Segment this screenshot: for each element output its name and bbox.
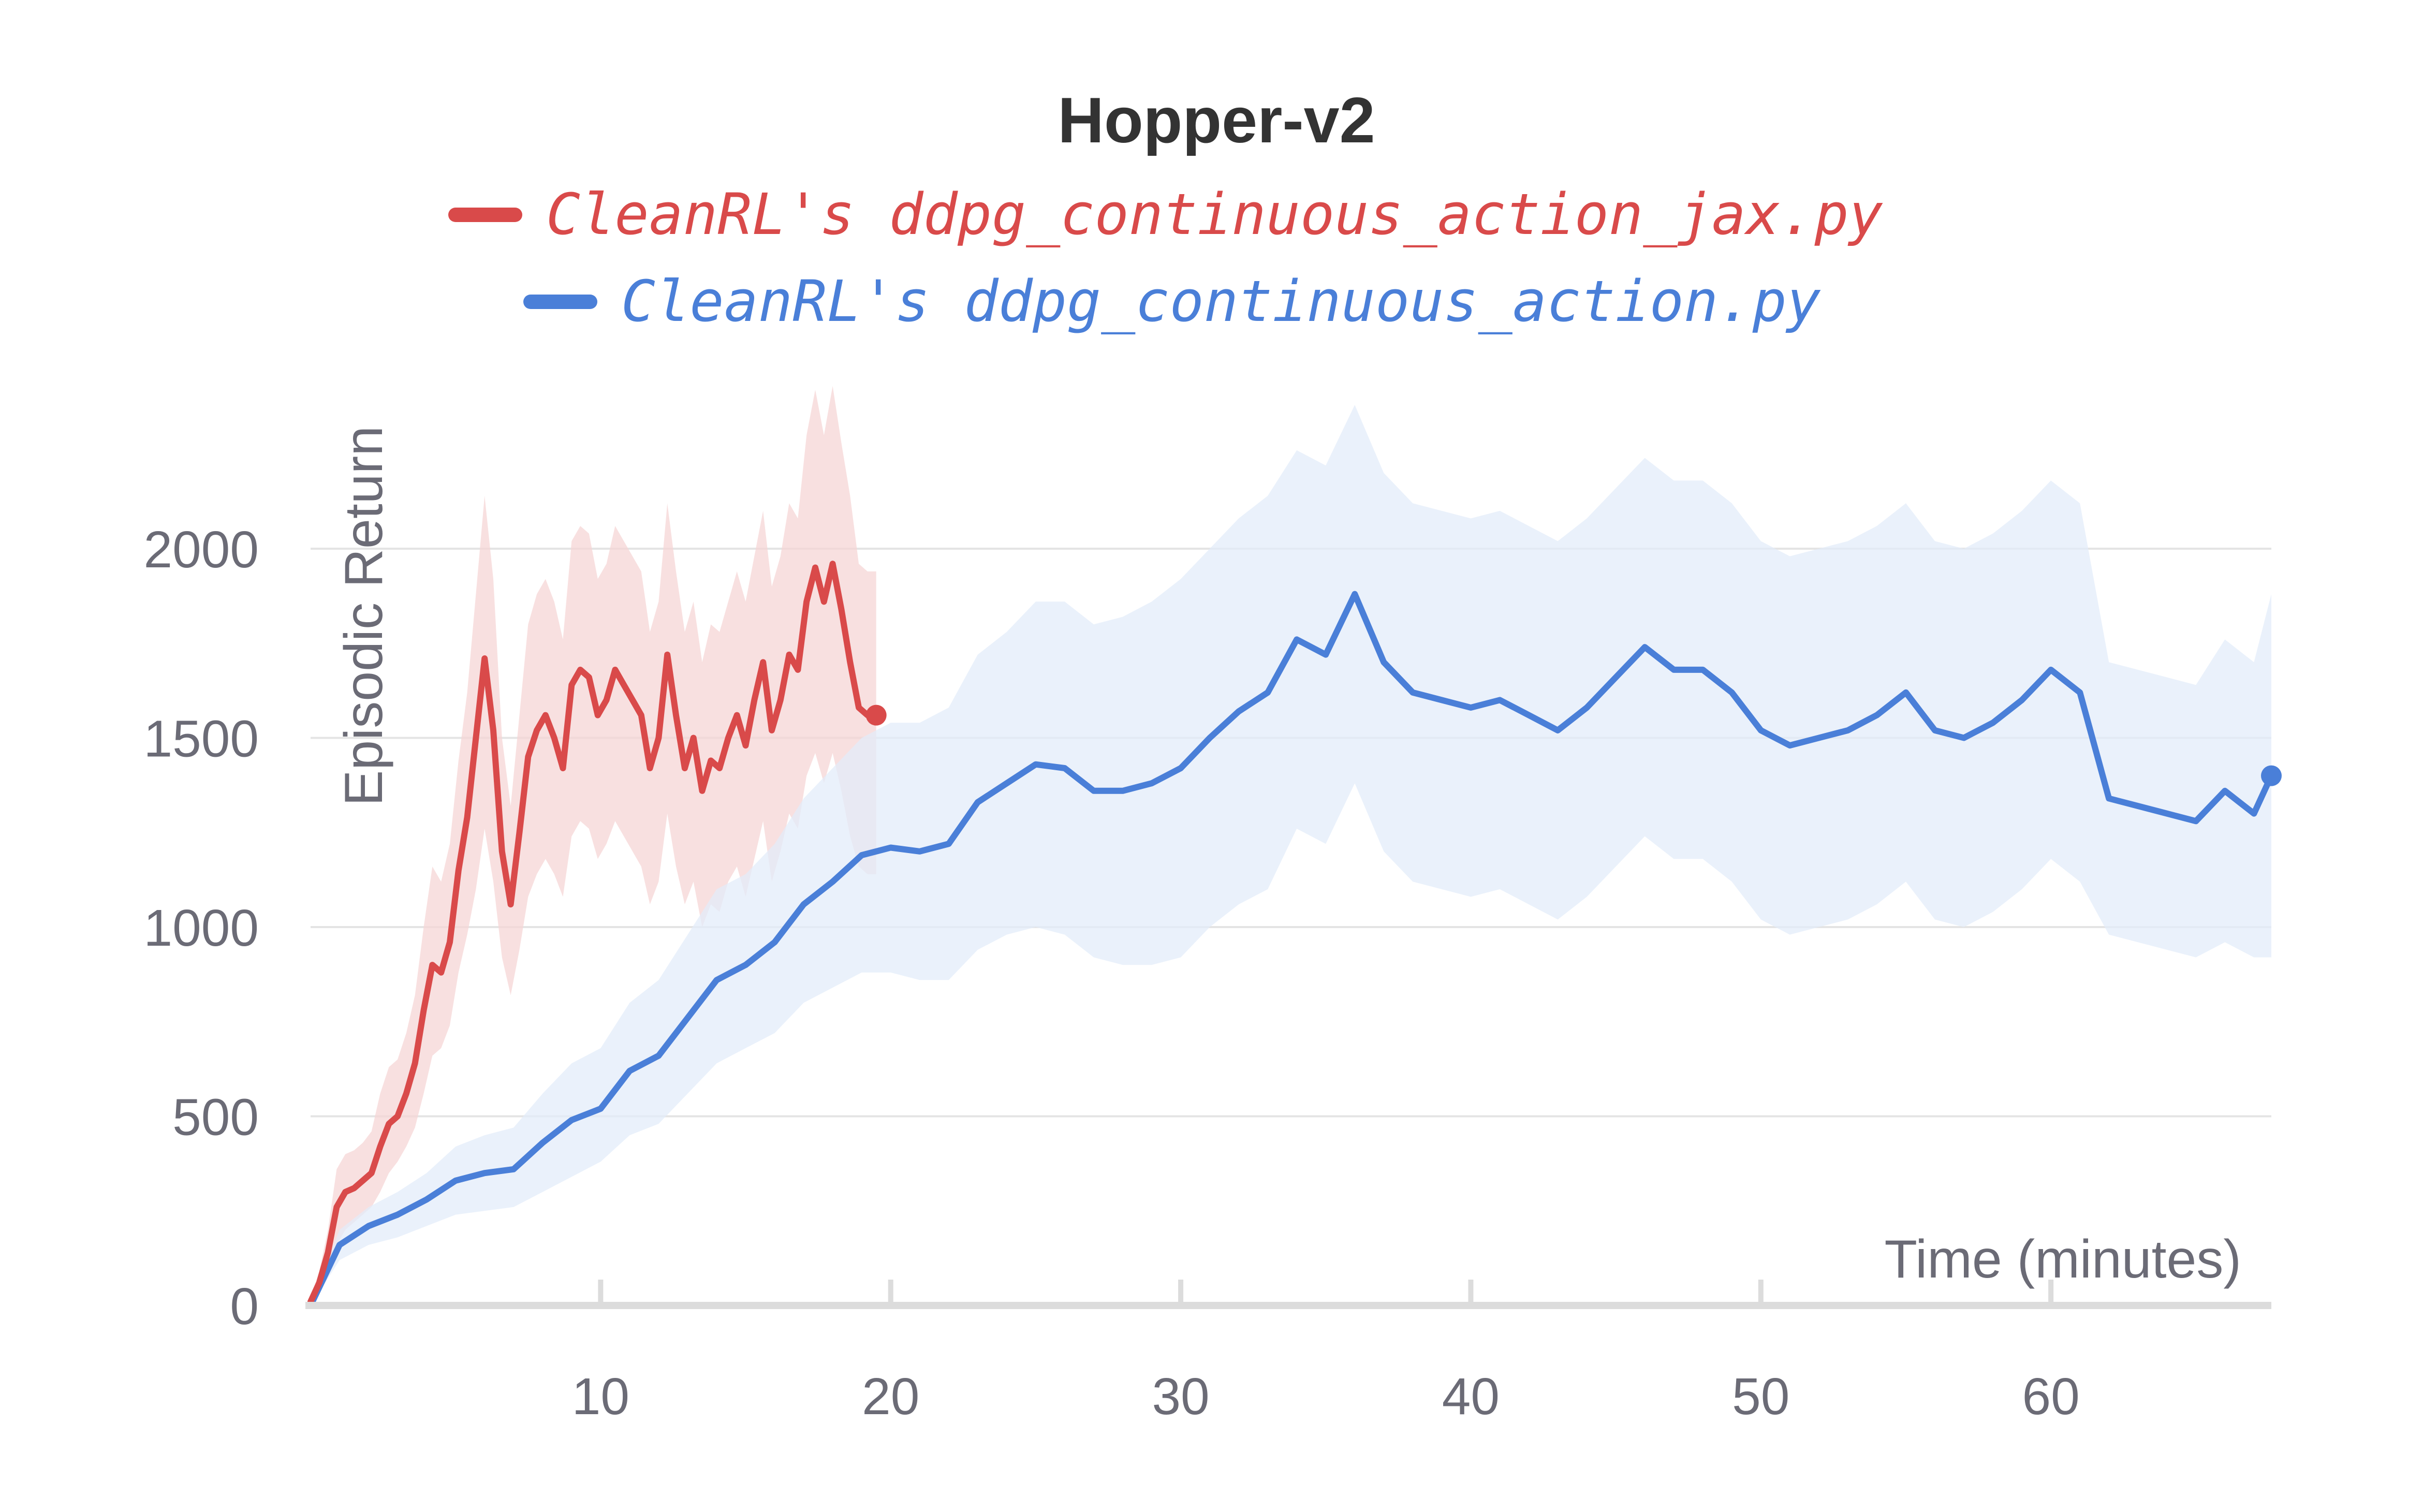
legend-label-jax: CleanRL's ddpg_continuous_action_jax.py: [546, 181, 1883, 247]
series-end-marker-1: [2261, 765, 2282, 786]
series-band-0: [311, 386, 876, 1306]
legend-item-pytorch[interactable]: CleanRL's ddpg_continuous_action.py: [523, 268, 1821, 334]
legend-label-pytorch: CleanRL's ddpg_continuous_action.py: [621, 268, 1821, 334]
y-axis-label: Episodic Return: [334, 426, 394, 806]
x-tick-label: 50: [1732, 1368, 1789, 1426]
x-tick-label: 60: [2022, 1368, 2080, 1426]
y-tick-label: 500: [172, 1089, 259, 1147]
confidence-bands: [311, 386, 2271, 1306]
y-tick-labels: 0 500 1000 1500 2000: [144, 521, 259, 1335]
x-tick-labels: 10 20 30 40 50 60: [572, 1368, 2080, 1426]
x-tick-label: 10: [572, 1368, 629, 1426]
x-tick-label: 40: [1442, 1368, 1500, 1426]
series-line-1[interactable]: [307, 591, 2274, 1309]
series-end-marker-0: [865, 704, 887, 726]
chart-title: Hopper-v2: [1058, 85, 1375, 156]
y-tick-label: 1500: [144, 710, 259, 768]
axes: [305, 1280, 2271, 1309]
legend-item-jax[interactable]: CleanRL's ddpg_continuous_action_jax.py: [448, 181, 1883, 247]
y-tick-label: 1000: [144, 899, 259, 957]
series-line-0[interactable]: [307, 561, 879, 1305]
x-tick-label: 30: [1152, 1368, 1209, 1426]
series-lines: [307, 561, 2282, 1309]
legend: CleanRL's ddpg_continuous_action_jax.py …: [448, 181, 1883, 334]
y-tick-label: 2000: [144, 521, 259, 579]
x-tick-label: 20: [862, 1368, 919, 1426]
y-tick-label: 0: [230, 1278, 259, 1335]
x-axis-label: Time (minutes): [1884, 1229, 2241, 1289]
series-band-1: [311, 405, 2271, 1306]
